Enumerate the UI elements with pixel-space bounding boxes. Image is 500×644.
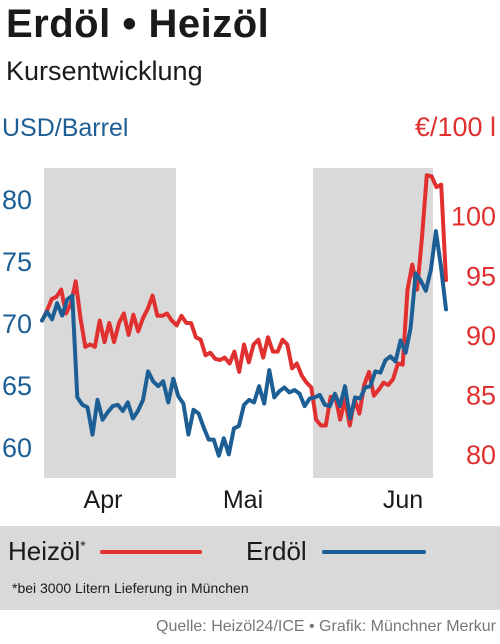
series-line-erdoel [40,229,448,458]
chart-subtitle: Kursentwicklung [6,56,203,86]
left-tick-65: 65 [2,371,32,401]
right-tick-100: 100 [451,202,496,232]
legend: Heizöl* Erdöl *bei 3000 Litern Lieferung… [0,526,500,610]
shade-band-1 [313,168,433,478]
left-axis-ticks: 60 65 70 75 80 [2,185,32,463]
x-axis-ticks: Apr Mai Jun [84,486,424,514]
right-axis-unit: €/100 l [415,112,496,142]
right-tick-95: 95 [466,261,496,291]
legend-erdoel-line [322,550,426,554]
x-tick-apr: Apr [84,486,123,514]
left-tick-80: 80 [2,185,32,215]
source-credit: Quelle: Heizöl24/ICE • Grafik: Münchner … [156,618,496,635]
right-tick-85: 85 [466,381,496,411]
chart-title: Erdöl • Heizöl [6,2,270,46]
right-axis-ticks: 80 85 90 95 100 [451,202,496,470]
left-axis-unit: USD/Barrel [2,114,128,142]
legend-erdoel-label: Erdöl [246,536,307,566]
line-chart: USD/Barrel €/100 l 60 65 70 75 80 80 85 90 95 10… [2,112,496,514]
series-line-heizoel [40,173,448,428]
left-tick-70: 70 [2,309,32,339]
left-tick-75: 75 [2,247,32,277]
x-tick-mai: Mai [223,486,263,514]
legend-heizoel-label: Heizöl [8,536,81,566]
shading-layer [44,168,433,478]
left-tick-60: 60 [2,433,32,463]
legend-heizoel: Heizöl* [8,536,86,567]
x-tick-jun: Jun [383,486,423,514]
legend-footnote: *bei 3000 Litern Lieferung in München [12,580,249,596]
legend-heizoel-line [100,550,202,554]
right-tick-80: 80 [466,440,496,470]
legend-heizoel-marker: * [80,537,86,554]
right-tick-90: 90 [466,321,496,351]
series-lines [40,173,448,458]
